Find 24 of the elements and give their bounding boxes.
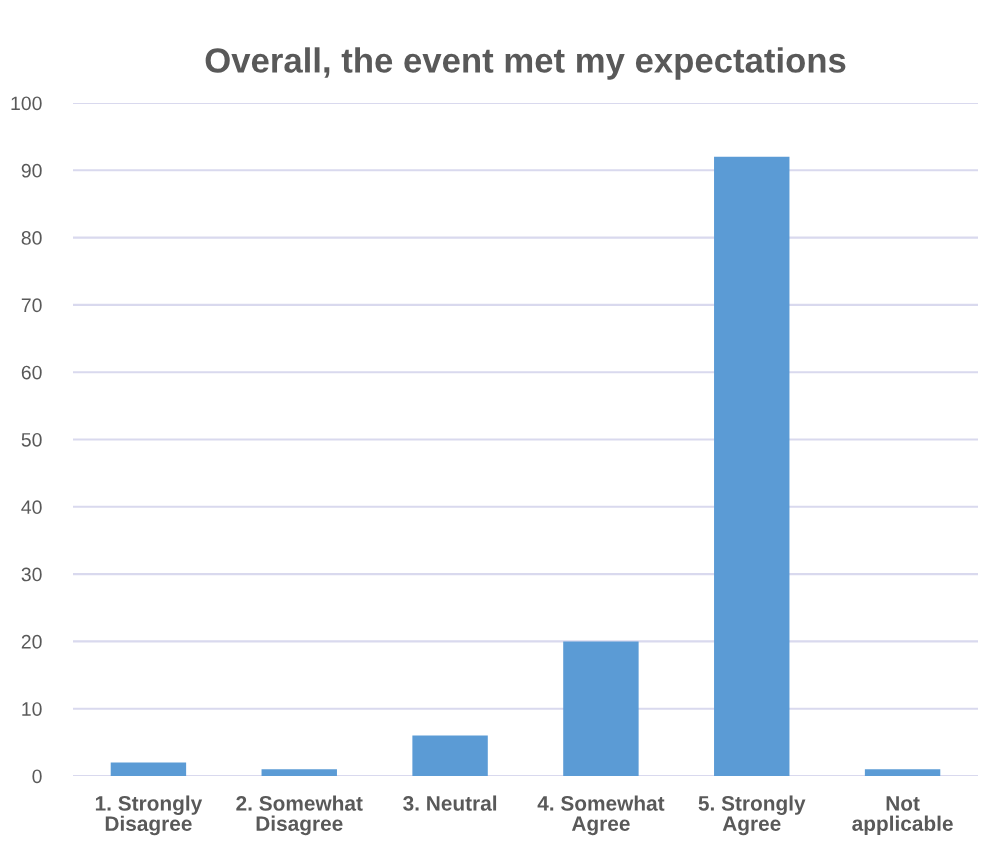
- y-tick-label: 90: [21, 163, 42, 178]
- x-tick-label: 5. Strongly Agree: [698, 795, 806, 836]
- y-tick-label: 0: [32, 769, 42, 784]
- x-tick-label: 4. Somewhat Agree: [537, 795, 665, 836]
- bar: [412, 735, 488, 776]
- chart-title: Overall, the event met my expectations: [205, 47, 846, 80]
- bar: [864, 769, 941, 776]
- bar: [563, 641, 639, 776]
- y-tick-label: 60: [21, 365, 42, 380]
- y-tick-label: 100: [11, 96, 42, 111]
- y-tick-label: 70: [21, 298, 42, 313]
- y-tick-label: 30: [21, 567, 42, 582]
- x-tick-label: 1. Strongly Disagree: [95, 795, 203, 836]
- x-tick-label: 3. Neutral: [403, 795, 497, 811]
- x-tick-label: 2. Somewhat Disagree: [236, 795, 363, 836]
- y-tick-label: 50: [21, 432, 42, 447]
- y-tick-label: 20: [21, 634, 42, 649]
- y-tick-label: 80: [21, 231, 42, 245]
- y-tick-label: 10: [22, 702, 42, 716]
- bar: [714, 156, 790, 776]
- bar: [261, 769, 337, 776]
- bar: [110, 762, 187, 776]
- y-tick-label: 40: [21, 500, 42, 515]
- x-tick-label: Not applicable: [852, 796, 953, 836]
